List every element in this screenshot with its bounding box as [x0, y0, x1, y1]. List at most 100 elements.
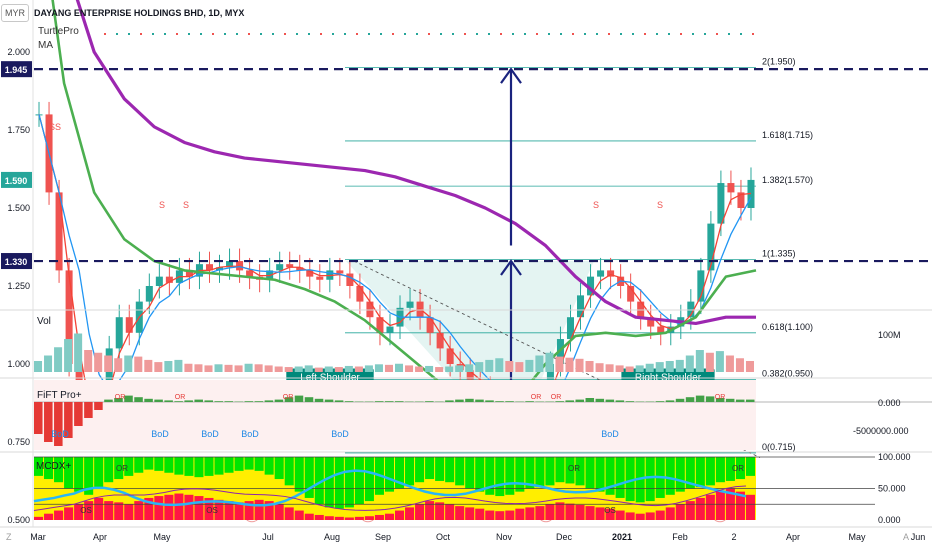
time-axis-tick: Apr: [93, 532, 107, 542]
mcdx-green-bar: [665, 457, 675, 495]
fift-bar: [585, 398, 595, 402]
currency-badge[interactable]: MYR: [1, 4, 29, 22]
mcdx-green-bar: [124, 457, 134, 476]
fift-bar: [425, 401, 434, 402]
candle-body: [657, 326, 665, 333]
volume-bar: [575, 358, 584, 372]
mcdx-red-bar: [114, 502, 124, 520]
mcdx-red-bar: [545, 504, 555, 520]
fift-axis-tick: -5000000.000: [853, 426, 909, 436]
candle-body: [607, 270, 615, 277]
signal-dot: [464, 33, 466, 35]
fift-bar: [384, 401, 394, 402]
candle-body: [306, 270, 314, 277]
fib-level-label: 1.382(1.570): [762, 175, 813, 185]
mcdx-red-bar: [104, 501, 114, 520]
sell-marker: S: [159, 200, 165, 210]
volume-bar: [324, 366, 333, 372]
volume-bar: [294, 366, 303, 372]
volume-bar: [284, 367, 293, 372]
mcdx-green-bar: [254, 457, 264, 471]
volume-bar: [44, 355, 53, 372]
signal-dot: [536, 33, 538, 35]
volume-bar: [565, 357, 574, 372]
fift-bar: [224, 401, 234, 402]
mcdx-red-bar: [134, 501, 144, 520]
mcdx-green-bar: [515, 457, 525, 492]
mcdx-green-bar: [384, 457, 394, 492]
volume-bar: [384, 364, 393, 372]
candle-body: [546, 364, 554, 396]
volume-bar: [405, 365, 414, 372]
mcdx-red-bar: [635, 513, 645, 520]
fift-bar: [114, 398, 123, 402]
candle-body: [627, 286, 635, 302]
fift-bar: [274, 399, 284, 402]
signal-dot: [656, 33, 658, 35]
time-axis-tick: Apr: [786, 532, 800, 542]
fib-level-label: 0(0.715): [762, 442, 796, 452]
signal-dot: [152, 33, 154, 35]
mcdx-green-bar: [545, 457, 555, 486]
mcdx-green-bar: [184, 457, 194, 476]
mcdx-marker-label: OS: [80, 506, 92, 515]
mcdx-red-bar: [304, 513, 314, 520]
volume-bar: [74, 333, 83, 372]
signal-dot: [644, 33, 646, 35]
volume-bar: [244, 363, 253, 372]
mcdx-red-bar: [535, 506, 545, 520]
mcdx-red-bar: [44, 513, 54, 520]
mcdx-green-bar: [625, 457, 635, 502]
mcdx-red-bar: [605, 508, 615, 520]
mcdx-green-bar: [475, 457, 485, 492]
volume-bar: [535, 355, 544, 372]
mcdx-green-bar: [234, 457, 244, 471]
signal-dot: [284, 33, 286, 35]
time-axis-tick: Oct: [436, 532, 451, 542]
fift-bar: [485, 400, 494, 402]
volume-bar: [124, 355, 133, 372]
signal-dot: [572, 33, 574, 35]
fift-bar: [194, 399, 203, 402]
price-axis-tick: 1.750: [7, 125, 30, 135]
candle-body: [366, 301, 374, 318]
signal-dot: [380, 33, 382, 35]
mcdx-red-bar: [705, 494, 715, 520]
mcdx-red-bar: [194, 496, 204, 520]
volume-pane: 100M: [34, 330, 901, 372]
mcdx-green-bar: [164, 457, 174, 473]
mcdx-red-bar: [455, 506, 465, 520]
fift-bar: [685, 397, 695, 402]
sell-marker: S: [55, 122, 61, 132]
sell-marker: S: [49, 122, 55, 132]
signal-dot: [260, 33, 262, 35]
candle-body: [727, 183, 735, 193]
signal-dot: [320, 33, 322, 35]
candle-body: [65, 270, 73, 364]
volume-axis-tick: 100M: [878, 330, 901, 340]
volume-bar: [184, 363, 193, 372]
signal-dot: [668, 33, 670, 35]
price-axis-tick: 1.250: [7, 281, 30, 291]
mcdx-green-bar: [174, 457, 184, 475]
mcdx-red-bar: [84, 501, 94, 520]
candle-body: [697, 270, 705, 302]
mcdx-red-bar: [74, 504, 84, 520]
volume-bar: [54, 347, 63, 372]
mcdx-red-bar: [354, 516, 364, 520]
candle-body: [356, 286, 364, 302]
mcdx-red-bar: [374, 514, 384, 520]
mcdx-green-bar: [725, 457, 735, 481]
mcdx-green-bar: [264, 457, 274, 475]
signal-dot: [716, 33, 718, 35]
mcdx-red-bar: [715, 491, 725, 520]
time-axis-tick: Dec: [556, 532, 573, 542]
fift-bar: [344, 401, 354, 402]
fib-level-label: 0.382(0.950): [762, 369, 813, 379]
target-arrow-upper-head: [500, 67, 522, 84]
volume-bar: [104, 355, 113, 372]
candle-body: [597, 270, 605, 277]
signal-dot: [692, 33, 694, 35]
candle-body: [446, 348, 454, 364]
signal-dot: [728, 33, 730, 35]
